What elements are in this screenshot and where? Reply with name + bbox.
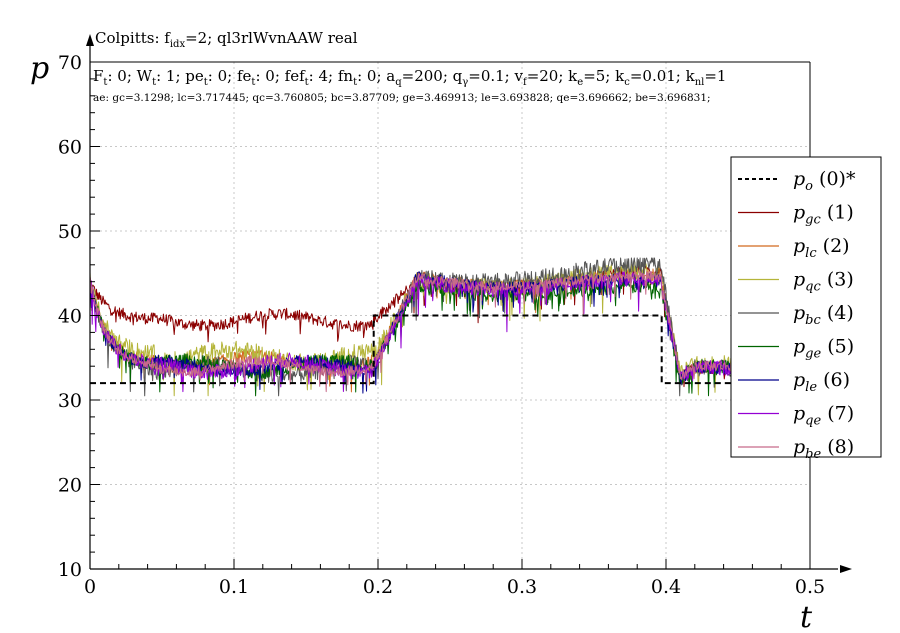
x-tick-label: 0.2 (363, 576, 393, 598)
legend-subscript: le (805, 380, 817, 395)
ae-line: ae: gc=3.1298; lc=3.717445; qc=3.760805;… (93, 92, 711, 104)
legend-symbol: p (793, 168, 805, 190)
params-part: nl (695, 77, 705, 88)
legend-symbol: p (793, 403, 805, 425)
legend-subscript: lc (805, 246, 817, 261)
y-tick-label: 20 (58, 475, 82, 497)
series-line-8 (89, 270, 739, 393)
x-tick-label: 0.4 (651, 576, 681, 598)
legend-symbol: p (793, 436, 805, 458)
legend-entry-2: plc (2) (793, 235, 850, 261)
y-tick-label: 60 (58, 137, 82, 159)
chart-title: Colpitts: fidx=2; ql3rlWvnAAW real (95, 29, 358, 50)
legend-symbol: p (793, 302, 805, 324)
x-tick-label: 0.1 (219, 576, 249, 598)
legend-box (730, 156, 882, 458)
params-part: q (395, 77, 402, 88)
legend-symbol: p (793, 269, 805, 291)
legend-subscript: o (805, 179, 813, 194)
y-axis-label: p (30, 51, 49, 86)
y-tick-label: 70 (58, 52, 82, 74)
params-part: =0.1; v (468, 67, 523, 85)
legend-entry-5: pge (5) (793, 336, 854, 362)
legend-index: (3) (821, 269, 854, 291)
legend-index: (1) (821, 202, 854, 224)
legend-subscript: gc (805, 213, 821, 228)
params-part: : 0; fef (255, 67, 306, 85)
params-part: =1 (704, 67, 726, 85)
params-part: : 0; W (107, 67, 152, 85)
legend-symbol: p (793, 202, 805, 224)
legend-entry-4: pbc (4) (793, 302, 854, 328)
params-part: e (577, 77, 583, 88)
y-tick-label: 30 (58, 390, 82, 412)
legend-index: (6) (817, 369, 850, 391)
params-part: t (353, 77, 357, 88)
params-part: : 0; a (357, 67, 395, 85)
params-part: t (152, 77, 156, 88)
legend-symbol: p (793, 336, 805, 358)
legend-index: (7) (821, 403, 854, 425)
legend-index: (0)* (813, 168, 856, 190)
legend-entry-0: po (0)* (793, 168, 856, 194)
chart-title-sub: idx (170, 39, 186, 50)
chart-title-pre: Colpitts: f (95, 29, 171, 47)
parameters-line: Ft: 0; Wt: 1; pet: 0; fet: 0; feft: 4; f… (93, 67, 726, 88)
legend-entry-6: ple (6) (793, 369, 850, 395)
y-tick-label: 50 (58, 221, 82, 243)
params-part: t (251, 77, 255, 88)
params-part: : 1; pe (156, 67, 204, 85)
x-axis-label: t (800, 600, 813, 633)
params-part: γ (462, 77, 468, 88)
setpoint-line (90, 314, 738, 385)
legend: po (0)*pgc (1)plc (2)pqc (3)pbc (4)pge (… (730, 156, 882, 462)
legend-subscript: be (805, 447, 821, 462)
params-part: =5; k (583, 67, 625, 85)
params-part: t (305, 77, 309, 88)
params-part: t (204, 77, 208, 88)
legend-entry-1: pgc (1) (793, 202, 854, 228)
legend-symbol: p (793, 369, 805, 391)
legend-symbol: p (793, 235, 805, 257)
params-part: =20; k (527, 67, 578, 85)
legend-index: (5) (821, 336, 854, 358)
legend-entry-8: pbe (8) (793, 436, 854, 462)
series-layer (89, 257, 739, 397)
params-part: F (93, 67, 103, 85)
setpoint-layer (90, 314, 738, 385)
params-part: : 0; fe (208, 67, 252, 85)
params-part: c (624, 77, 630, 88)
legend-entry-7: pqe (7) (793, 403, 854, 429)
ticks: 10 20 30 40 50 60 70 0 0.1 0.2 0.3 0.4 0.5 (58, 52, 825, 598)
x-tick-label: 0.3 (507, 576, 537, 598)
x-axis-arrow (840, 565, 852, 573)
grid (90, 61, 811, 569)
legend-index: (4) (821, 302, 854, 324)
y-tick-label: 10 (58, 559, 82, 581)
params-part: =200; q (402, 67, 463, 85)
legend-entry-3: pqc (3) (793, 269, 854, 295)
chart-title-post: =2; ql3rlWvnAAW real (185, 29, 358, 47)
legend-subscript: qe (805, 414, 821, 429)
x-tick-label: 0.5 (795, 576, 825, 598)
y-axis-arrow (86, 34, 94, 46)
x-tick-label: 0 (84, 576, 96, 598)
params-part: =0.01; k (630, 67, 696, 85)
params-part: t (103, 77, 107, 88)
legend-index: (8) (821, 436, 854, 458)
legend-index: (2) (817, 235, 850, 257)
y-tick-label: 40 (58, 306, 82, 328)
legend-subscript: bc (805, 313, 821, 328)
legend-subscript: ge (805, 347, 821, 362)
params-part: f (523, 77, 528, 88)
legend-subscript: qc (805, 280, 821, 295)
params-part: : 4; fn (309, 67, 354, 85)
